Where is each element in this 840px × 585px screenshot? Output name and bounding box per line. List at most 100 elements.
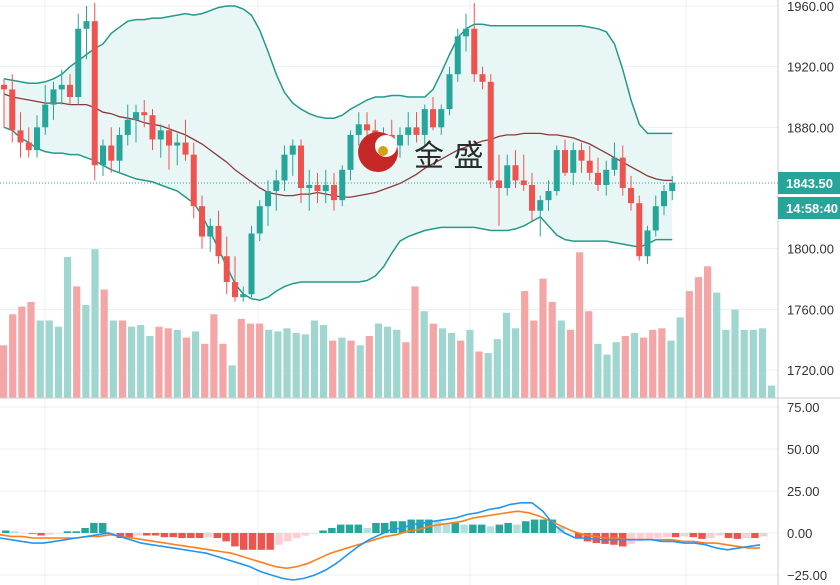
macd-histogram-bar bbox=[363, 527, 371, 533]
volume-bar bbox=[402, 342, 410, 398]
volume-bar bbox=[27, 301, 35, 398]
candle-body bbox=[545, 191, 552, 201]
volume-bar bbox=[100, 289, 108, 398]
volume-bar bbox=[45, 320, 53, 398]
price-tick-label: 1800.00 bbox=[787, 242, 834, 257]
candle-body bbox=[306, 184, 313, 188]
volume-bar bbox=[612, 342, 620, 398]
macd-histogram-bar bbox=[698, 533, 706, 539]
volume-bar bbox=[594, 343, 602, 399]
price-label-box bbox=[778, 172, 840, 194]
macd-histogram-bar bbox=[654, 533, 662, 539]
candle-body bbox=[331, 184, 337, 201]
volume-bar bbox=[694, 277, 703, 398]
candle-body bbox=[512, 165, 519, 181]
volume-bar bbox=[502, 312, 511, 399]
candle-body bbox=[405, 127, 412, 135]
price-tick-label: 1880.00 bbox=[787, 120, 834, 135]
macd-histogram-bar bbox=[46, 533, 54, 535]
bollinger-bands bbox=[3, 5, 673, 301]
volume-bar bbox=[338, 337, 346, 399]
candle-body bbox=[298, 145, 304, 188]
macd-histogram-bar bbox=[442, 522, 451, 533]
candle-body bbox=[636, 203, 643, 257]
candle-body bbox=[413, 127, 420, 135]
candle-body bbox=[644, 230, 651, 257]
price-tick-label: 1920.00 bbox=[787, 60, 834, 75]
macd-histogram-bar bbox=[751, 533, 759, 539]
volume-bar bbox=[182, 337, 191, 399]
volume-bar bbox=[320, 325, 328, 398]
volume-bar bbox=[603, 354, 611, 398]
macd-histogram-bar bbox=[222, 533, 230, 542]
candle-body bbox=[174, 142, 181, 146]
macd-histogram-bar bbox=[257, 533, 266, 550]
bollinger-mid-line bbox=[3, 93, 673, 198]
countdown-label-value: 14:58:40 bbox=[786, 201, 838, 216]
candlesticks bbox=[1, 2, 676, 302]
volume-bar bbox=[585, 311, 593, 398]
candle-body bbox=[149, 115, 156, 140]
candle-body bbox=[570, 150, 577, 173]
macd-histogram-bar bbox=[10, 531, 19, 533]
candle-body bbox=[471, 28, 478, 75]
macd-histogram-bar bbox=[707, 533, 715, 539]
macd-histogram-bar bbox=[72, 531, 81, 533]
candle-body bbox=[58, 84, 65, 90]
candle-body bbox=[355, 124, 362, 135]
macd-histogram-bar bbox=[90, 522, 98, 533]
macd-histogram-bar bbox=[284, 533, 292, 542]
volume-bar bbox=[0, 345, 8, 398]
volume-bar bbox=[274, 331, 282, 399]
candle-body bbox=[256, 206, 263, 234]
macd-histogram-bar bbox=[178, 533, 186, 539]
macd-histogram-bar bbox=[319, 530, 327, 533]
volume-bar bbox=[393, 329, 401, 398]
volume-bar bbox=[329, 340, 337, 398]
candle-body bbox=[611, 157, 618, 170]
volume-bar bbox=[237, 318, 245, 398]
macd-histogram-bar bbox=[680, 533, 689, 537]
bollinger-upper-line bbox=[3, 5, 673, 135]
macd-histogram-bar bbox=[504, 522, 512, 533]
candle-body bbox=[595, 172, 601, 185]
candle-body bbox=[133, 112, 139, 120]
candle-body bbox=[562, 150, 568, 173]
candle-body bbox=[207, 225, 214, 237]
volume-bar bbox=[539, 278, 547, 398]
macd-histogram-bar bbox=[381, 522, 389, 533]
candle-body bbox=[240, 294, 247, 298]
volume-bar bbox=[146, 336, 154, 398]
candle-body bbox=[215, 225, 222, 257]
candle-body bbox=[619, 157, 626, 188]
watermark-logo: 金 盛 bbox=[358, 132, 484, 174]
macd-histogram-bar bbox=[213, 533, 222, 539]
macd-histogram-bar bbox=[195, 533, 204, 539]
candle-body bbox=[438, 109, 445, 128]
candle-body bbox=[166, 130, 172, 146]
volume-bar bbox=[630, 332, 639, 398]
candle-body bbox=[504, 165, 511, 188]
macd-histogram-bar bbox=[301, 533, 310, 536]
volume-bar bbox=[411, 286, 419, 398]
candle-body bbox=[9, 89, 16, 131]
bollinger-fill bbox=[4, 6, 673, 301]
candle-body bbox=[273, 180, 280, 192]
volume-bar bbox=[228, 365, 236, 398]
candle-body bbox=[397, 134, 403, 146]
volume-bar bbox=[621, 336, 629, 398]
macd-histogram-bar bbox=[160, 533, 169, 538]
macd-histogram-bar bbox=[336, 524, 345, 533]
volume-bar bbox=[576, 252, 584, 398]
macd-histogram-bar bbox=[143, 533, 151, 536]
volume-bar bbox=[685, 291, 693, 398]
volume-bar bbox=[466, 329, 474, 398]
volume-bar bbox=[283, 328, 291, 399]
candle-body bbox=[232, 282, 238, 298]
volume-bar bbox=[649, 329, 657, 398]
volume-bar bbox=[256, 323, 264, 398]
macd-histogram-bar bbox=[451, 522, 460, 533]
candle-body bbox=[669, 182, 676, 192]
